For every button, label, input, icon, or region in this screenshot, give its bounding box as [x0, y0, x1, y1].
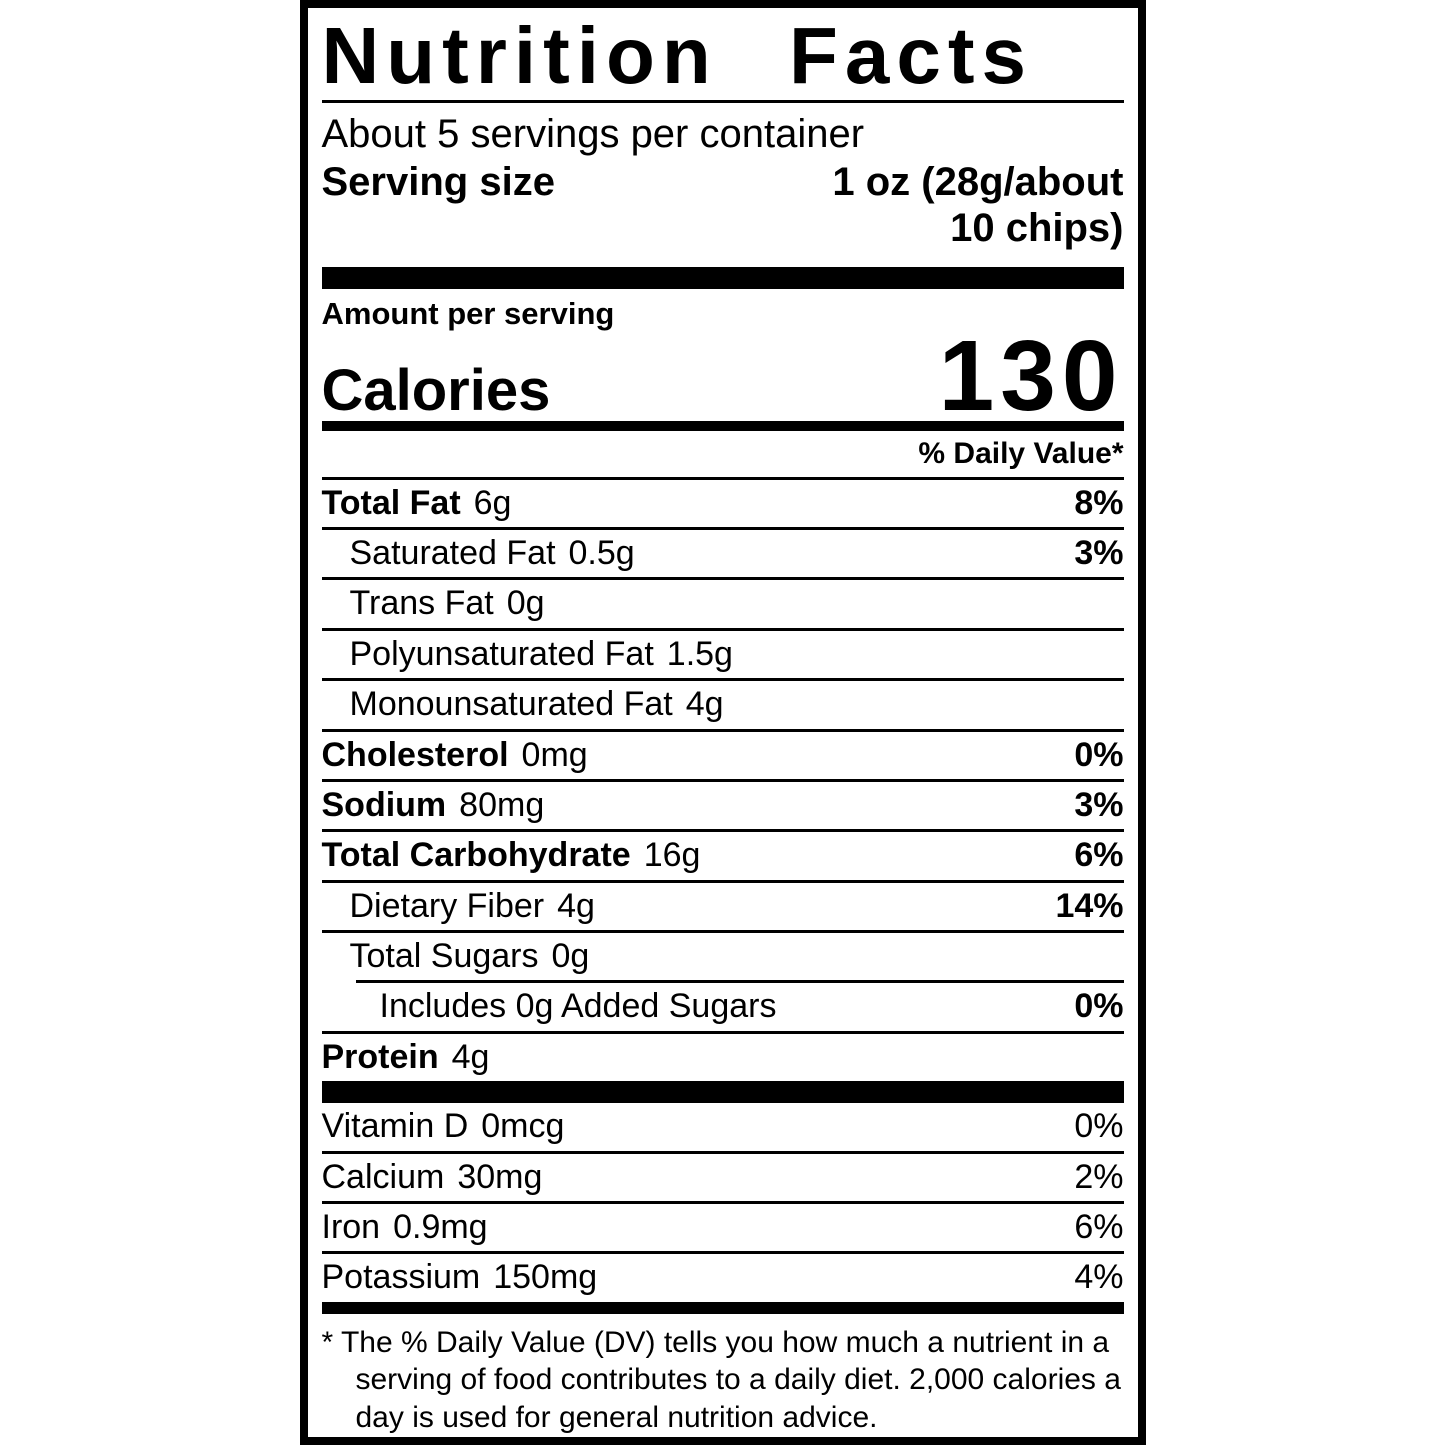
vitamin-name: Vitamin D: [321, 1107, 469, 1146]
nutrient-row-polyunsaturated-fat: Polyunsaturated Fat 1.5g: [322, 631, 1124, 678]
nutrient-row-total-sugars: Total Sugars 0g: [322, 933, 1124, 980]
nutrient-amount: 4g: [685, 685, 724, 724]
servings-per-container: About 5 servings per container: [321, 112, 865, 157]
nutrient-dv: 0%: [1074, 735, 1124, 774]
row-divider: [321, 1150, 1124, 1154]
nutrient-amount: 0.5g: [568, 533, 635, 572]
nutrient-dv: 8%: [1074, 483, 1124, 522]
nutrient-name: Polyunsaturated Fat: [349, 634, 654, 673]
daily-value-footnote: * The % Daily Value (DV) tells you how m…: [321, 1325, 1121, 1435]
vitamin-name: Calcium: [321, 1157, 445, 1196]
vitamin-name: Iron: [321, 1208, 381, 1247]
nutrient-amount: 0g: [551, 937, 590, 976]
nutrient-row-monounsaturated-fat: Monounsaturated Fat 4g: [322, 681, 1124, 728]
nutrient-row-sodium: Sodium 80mg 3%: [322, 782, 1124, 829]
nutrient-amount: 1.5g: [666, 634, 733, 673]
nutrient-name: Dietary Fiber: [349, 886, 545, 925]
title-divider: [321, 100, 1124, 104]
nutrient-row-dietary-fiber: Dietary Fiber 4g 14%: [322, 883, 1124, 930]
nutrient-row-cholesterol: Cholesterol 0mg 0%: [322, 732, 1124, 779]
vitamin-name: Potassium: [321, 1258, 481, 1297]
nutrient-name: Trans Fat: [349, 584, 494, 623]
section-bar-footnote: [321, 1301, 1124, 1314]
section-bar-top: [321, 267, 1124, 290]
nutrient-name: Includes 0g Added Sugars: [379, 987, 777, 1026]
serving-size-row: Serving size 1 oz (28g/about 10 chips): [322, 157, 1124, 251]
vitamin-row-vitamin-d: Vitamin D 0mcg 0%: [322, 1103, 1124, 1150]
row-divider: [321, 829, 1124, 833]
row-divider: [321, 879, 1124, 883]
calories-row: Calories 130: [321, 320, 1124, 433]
row-divider: [321, 476, 1124, 480]
calories-label: Calories: [321, 358, 551, 424]
nutrient-name: Saturated Fat: [349, 533, 556, 572]
nutrition-facts-label: Nutrition Facts About 5 servings per con…: [299, 0, 1146, 1445]
nutrient-row-total-carbohydrate: Total Carbohydrate 16g 6%: [322, 832, 1124, 879]
calories-value: 130: [938, 320, 1124, 433]
vitamin-row-iron: Iron 0.9mg 6%: [322, 1204, 1124, 1251]
nutrient-row-total-fat: Total Fat 6g 8%: [322, 480, 1124, 527]
vitamin-dv: 0%: [1074, 1107, 1124, 1146]
serving-size-label: Serving size: [321, 160, 555, 205]
vitamin-dv: 2%: [1074, 1157, 1124, 1196]
nutrient-row-added-sugars: Includes 0g Added Sugars 0%: [322, 983, 1124, 1030]
vitamin-amount: 30mg: [457, 1157, 543, 1196]
daily-value-header: % Daily Value*: [918, 436, 1124, 470]
row-divider: [321, 1251, 1124, 1255]
row-divider: [321, 728, 1124, 732]
nutrient-name: Sodium: [321, 785, 447, 824]
nutrient-name: Protein: [321, 1037, 439, 1076]
section-bar-vitamins: [321, 1081, 1124, 1104]
vitamin-dv: 6%: [1074, 1208, 1124, 1247]
row-divider: [321, 678, 1124, 682]
nutrient-row-trans-fat: Trans Fat 0g: [322, 580, 1124, 627]
row-divider: [321, 1201, 1124, 1205]
row-divider: [321, 1030, 1124, 1034]
row-divider: [321, 577, 1124, 581]
nutrient-dv: 3%: [1074, 785, 1124, 824]
nutrient-name: Total Fat: [321, 483, 461, 522]
nutrient-amount: 4g: [557, 886, 595, 925]
nutrient-name: Monounsaturated Fat: [349, 685, 673, 724]
section-bar-calories: [321, 421, 1124, 431]
row-divider: [321, 930, 1124, 934]
nutrient-amount: 0g: [506, 584, 545, 623]
serving-size-value: 1 oz (28g/about 10 chips): [832, 160, 1124, 251]
nutrient-dv: 6%: [1074, 836, 1124, 875]
row-divider-indented: [355, 980, 1124, 984]
row-divider: [321, 778, 1124, 782]
nutrient-amount: 4g: [451, 1037, 490, 1076]
nutrient-dv: 14%: [1055, 886, 1124, 925]
amount-per-serving-label: Amount per serving: [321, 296, 615, 332]
vitamin-row-calcium: Calcium 30mg 2%: [322, 1154, 1124, 1201]
label-title: Nutrition Facts: [321, 11, 1033, 100]
nutrient-row-protein: Protein 4g: [322, 1034, 1124, 1081]
nutrient-amount: 6g: [473, 483, 512, 522]
nutrient-amount: 0mg: [521, 735, 588, 774]
vitamin-dv: 4%: [1074, 1258, 1124, 1297]
nutrient-amount: 16g: [643, 836, 701, 875]
vitamin-row-potassium: Potassium 150mg 4%: [322, 1254, 1124, 1301]
vitamin-amount: 0.9mg: [393, 1208, 488, 1247]
nutrient-amount: 80mg: [459, 785, 545, 824]
nutrient-name: Total Sugars: [349, 937, 539, 976]
nutrient-dv: 3%: [1074, 533, 1124, 572]
row-divider: [321, 627, 1124, 631]
vitamin-amount: 150mg: [493, 1258, 598, 1297]
row-divider: [321, 526, 1124, 530]
nutrient-dv: 0%: [1074, 987, 1124, 1026]
nutrient-name: Total Carbohydrate: [321, 836, 631, 875]
vitamin-amount: 0mcg: [481, 1107, 565, 1146]
nutrient-name: Cholesterol: [321, 735, 509, 774]
nutrient-row-saturated-fat: Saturated Fat 0.5g 3%: [322, 530, 1124, 577]
